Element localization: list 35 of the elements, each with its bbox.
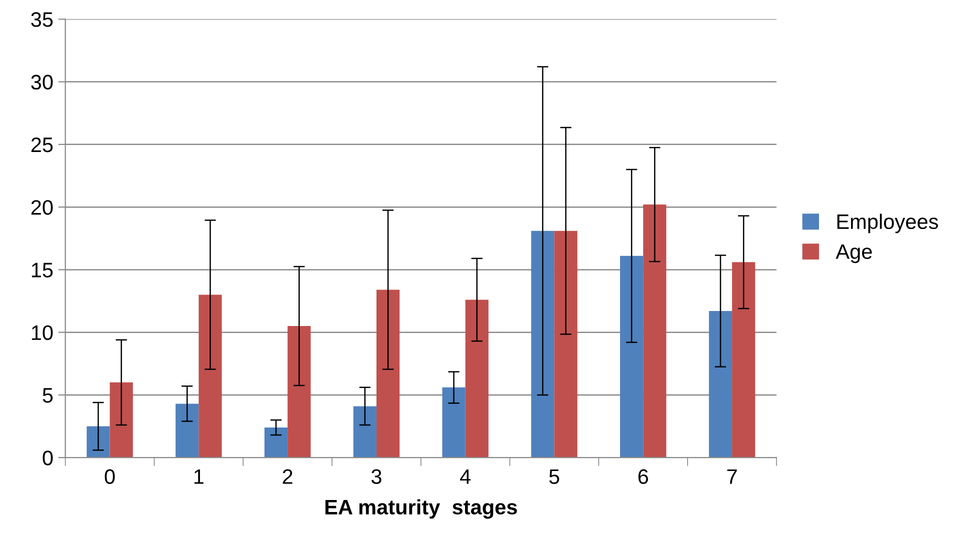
y-tick-label: 0 — [42, 450, 53, 466]
x-tick-label: 5 — [549, 469, 560, 484]
legend-label: Age — [836, 244, 872, 264]
bar — [353, 406, 376, 458]
x-tick-label: 6 — [638, 469, 648, 484]
x-tick-label: 1 — [194, 469, 204, 484]
y-tick-label: 35 — [31, 12, 53, 27]
y-tick-label: 10 — [32, 325, 53, 340]
bar — [554, 230, 578, 458]
x-tick-label: 2 — [282, 469, 292, 484]
x-tick-label: 0 — [104, 469, 115, 484]
y-tick-label: 5 — [42, 388, 53, 403]
legend-label: Employees — [837, 214, 938, 234]
bar — [531, 230, 554, 458]
bar — [643, 204, 666, 458]
bar — [376, 290, 400, 458]
bar — [708, 311, 732, 458]
y-tick-label: 30 — [31, 74, 53, 90]
x-axis-title: EA maturity stages — [325, 499, 517, 519]
x-tick-label: 3 — [371, 469, 382, 484]
x-tick-label: 4 — [460, 469, 471, 484]
bar — [288, 326, 311, 458]
bar — [465, 300, 488, 458]
bar — [176, 404, 199, 458]
y-tick-label: 25 — [31, 137, 53, 152]
bar — [110, 382, 133, 458]
y-tick-label: 15 — [32, 262, 53, 278]
bar — [264, 428, 288, 458]
y-tick-label: 20 — [31, 200, 53, 215]
bar — [198, 294, 222, 458]
bar — [86, 426, 110, 458]
bar — [732, 262, 756, 458]
bar — [442, 387, 466, 458]
bar — [620, 256, 644, 458]
x-tick-label: 7 — [727, 469, 737, 484]
